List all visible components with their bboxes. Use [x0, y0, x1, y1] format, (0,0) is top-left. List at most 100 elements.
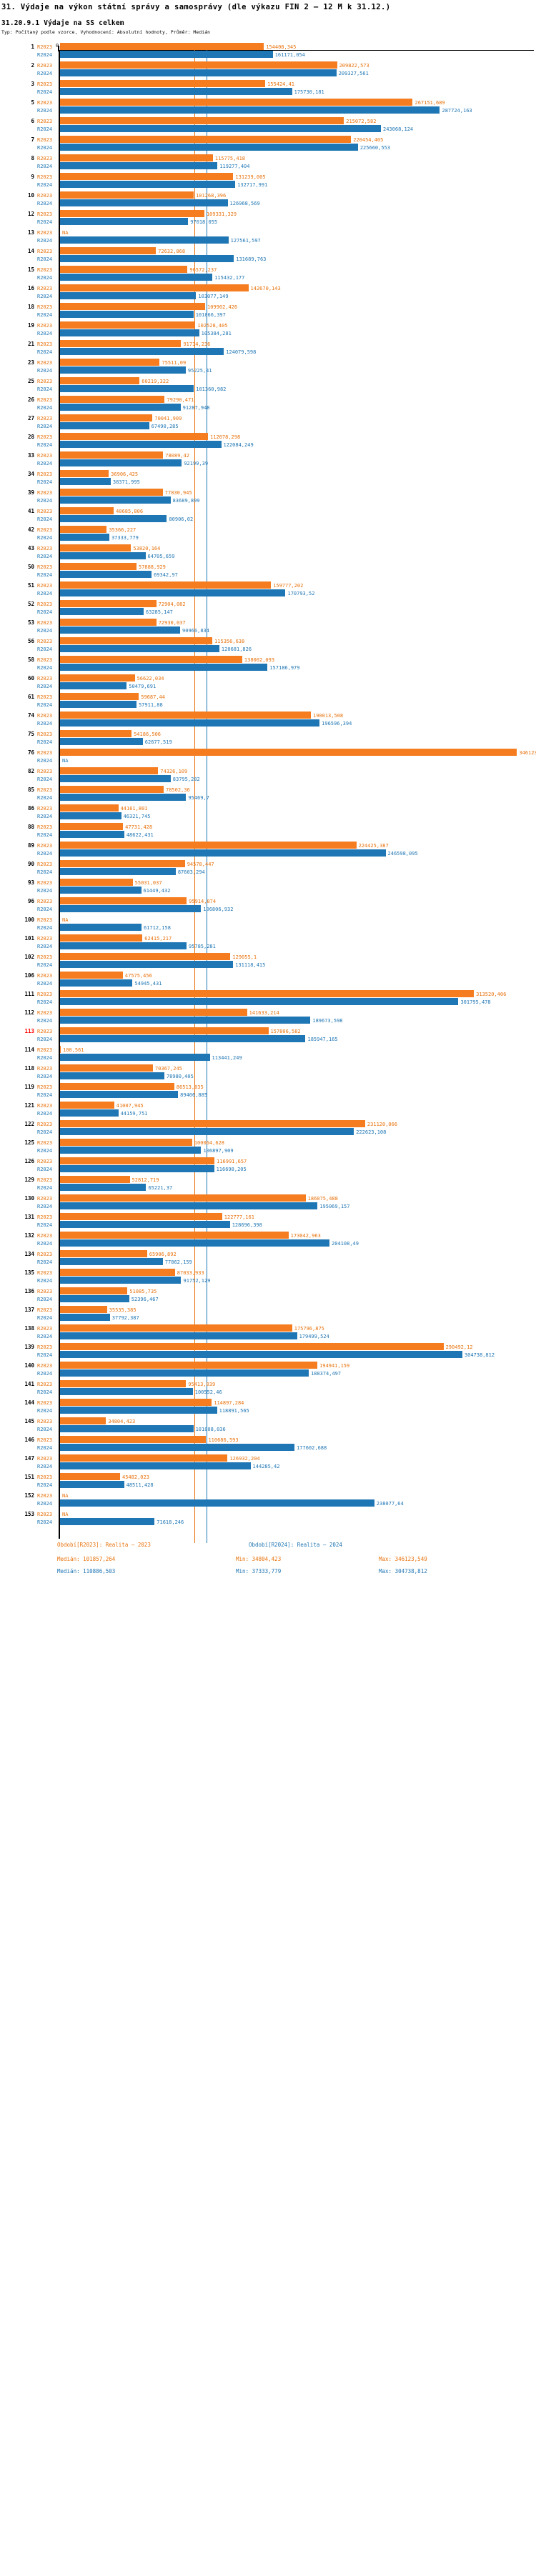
bar-value-label: 101268,396	[196, 193, 227, 199]
bar-row: 121 R2023 41007,945	[0, 1102, 536, 1109]
bar-r2024	[60, 979, 133, 987]
bar-value-label: 67490,285	[151, 424, 179, 429]
bar-row: 111 R2023 313520,406	[0, 990, 536, 998]
bar-r2023	[60, 972, 123, 979]
bar-value-label: 170793,52	[287, 591, 315, 596]
series-label-r2024: R2024	[37, 275, 53, 281]
bar-row: R2024 196596,394	[0, 719, 536, 727]
bar-row: 86 R2023 44161,801	[0, 804, 536, 812]
bar-row: R2024 64705,659	[0, 552, 536, 560]
bar-row: R2024 177602,688	[0, 1444, 536, 1452]
bar-row: 141 R2023 95413,039	[0, 1380, 536, 1388]
series-label-r2024: R2024	[37, 535, 53, 541]
bar-r2024	[60, 794, 187, 801]
series-label-r2024: R2024	[37, 331, 53, 336]
series-label-r2023: R2023	[37, 1307, 53, 1313]
bar-value-label: 313520,406	[476, 992, 507, 997]
bar-value-label: 45482,023	[122, 1474, 149, 1480]
bar-r2024	[60, 404, 181, 411]
bar-group: 82 R2023 74326,109 R2024 83795,282	[0, 767, 536, 783]
bar-r2024	[60, 478, 111, 485]
row-index-label: 126	[24, 1158, 34, 1164]
series-label-r2024: R2024	[37, 1297, 53, 1302]
bar-value-label: 142670,143	[250, 286, 281, 291]
bar-group: 1 R2023 154408,345 R2024 161171,054	[0, 43, 536, 59]
bar-r2023	[60, 340, 182, 347]
bar-r2024	[60, 1128, 354, 1135]
bar-r2023	[60, 897, 187, 904]
bar-r2024	[60, 311, 194, 318]
bar-row: 89 R2023 224425,387	[0, 842, 536, 849]
bar-group: 122 R2023 231120,066 R2024 222623,108	[0, 1120, 536, 1136]
bar-row: 88 R2023 47731,428	[0, 823, 536, 831]
bar-r2023	[60, 1027, 269, 1034]
bar-value-label: 131689,763	[236, 256, 267, 262]
bar-row: R2024 161171,054	[0, 51, 536, 59]
bar-r2023	[60, 470, 109, 477]
bar-value-label: NA	[62, 758, 69, 764]
bar-r2024	[60, 1035, 306, 1042]
bar-r2024	[60, 1147, 202, 1154]
bar-row: 15 R2023 96572,237	[0, 266, 536, 274]
series-label-r2024: R2024	[37, 1501, 53, 1507]
bar-value-label: 132717,991	[237, 182, 268, 188]
bar-r2023	[60, 321, 196, 329]
bar-row: R2024 46321,745	[0, 812, 536, 820]
bar-row: 146 R2023 110686,593	[0, 1436, 536, 1444]
bar-r2024	[60, 905, 202, 912]
row-index-label: 131	[24, 1214, 34, 1220]
bar-r2024	[60, 924, 142, 931]
bar-row: 132 R2023 173042,963	[0, 1232, 536, 1239]
bar-group: 14 R2023 72632,868 R2024 131689,763	[0, 247, 536, 263]
series-label-r2024: R2024	[37, 739, 53, 745]
chart-subtitle: 31.20.9.1 Výdaje na SS celkem	[1, 19, 124, 27]
series-label-r2023: R2023	[37, 601, 53, 607]
row-index-label: 26	[27, 396, 34, 403]
bar-r2024	[60, 1462, 251, 1469]
bar-r2023	[60, 934, 143, 942]
bar-row: R2024 128696,398	[0, 1221, 536, 1229]
bar-group: 130 R2023 186075,488 R2024 195069,157	[0, 1194, 536, 1210]
bar-value-label: 204108,49	[332, 1241, 359, 1247]
series-label-r2024: R2024	[37, 609, 53, 615]
series-label-r2023: R2023	[37, 323, 53, 329]
bar-r2024	[60, 961, 234, 968]
bar-row: R2024 103077,149	[0, 292, 536, 300]
series-label-r2023: R2023	[37, 1344, 53, 1350]
bar-r2024	[60, 1518, 155, 1525]
bar-row: R2024 61712,158	[0, 924, 536, 932]
series-label-r2024: R2024	[37, 182, 53, 188]
bar-group: 112 R2023 141633,214 R2024 189673,598	[0, 1009, 536, 1024]
series-label-r2023: R2023	[37, 954, 53, 960]
row-index-label: 114	[24, 1047, 34, 1053]
bar-row: 140 R2023 194941,159	[0, 1362, 536, 1369]
bar-r2024	[60, 329, 199, 336]
bar-value-label: 101008,036	[195, 1427, 226, 1432]
bar-row: 16 R2023 142670,143	[0, 284, 536, 292]
bar-r2024	[60, 812, 121, 819]
bar-r2023	[60, 173, 234, 180]
bar-r2023	[60, 1046, 61, 1053]
bar-value-label: 231120,066	[367, 1122, 398, 1127]
bar-group: 27 R2023 70041,909 R2024 67490,285	[0, 414, 536, 430]
bar-r2023	[60, 80, 266, 87]
bar-value-label: 95785,281	[188, 944, 216, 949]
series-label-r2024: R2024	[37, 461, 53, 466]
bar-group: 145 R2023 34804,423 R2024 101008,036	[0, 1417, 536, 1433]
bar-row: R2024 225660,553	[0, 144, 536, 151]
bar-row: R2024 195069,157	[0, 1202, 536, 1210]
series-label-r2024: R2024	[37, 1018, 53, 1024]
bar-r2023	[60, 860, 185, 867]
bar-group: 93 R2023 55031,037 R2024 61449,432	[0, 879, 536, 894]
bar-r2023	[60, 767, 159, 774]
series-label-r2023: R2023	[37, 1122, 53, 1127]
bar-r2023	[60, 377, 140, 384]
series-label-r2024: R2024	[37, 1408, 53, 1414]
row-index-label: 82	[27, 768, 34, 774]
series-label-r2024: R2024	[37, 721, 53, 727]
bar-value-label: 126932,204	[229, 1456, 260, 1462]
series-label-r2023: R2023	[37, 360, 53, 366]
row-index-label: 145	[24, 1418, 34, 1424]
row-index-label: 113	[24, 1028, 34, 1034]
